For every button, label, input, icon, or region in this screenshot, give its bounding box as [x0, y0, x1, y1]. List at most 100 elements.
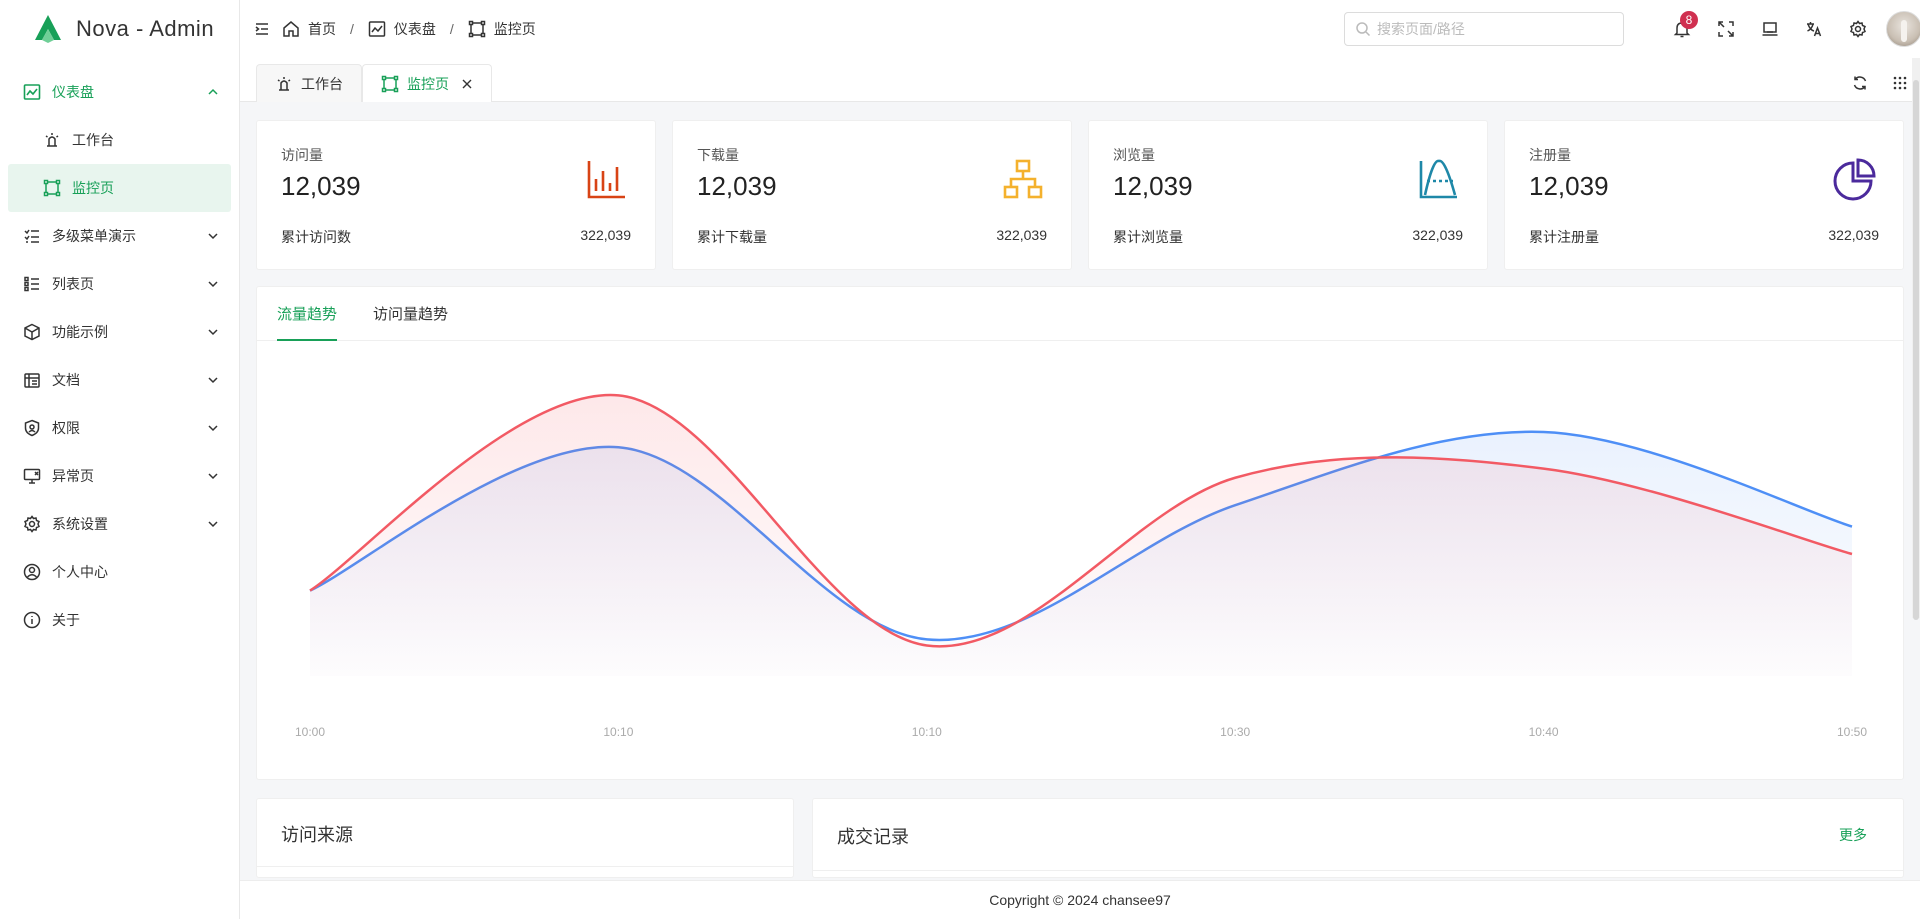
sidebar-item-label: 监控页 — [72, 180, 114, 196]
fullscreen-button[interactable] — [1704, 7, 1748, 51]
search-box[interactable] — [1344, 12, 1624, 46]
sidebar-item-label: 权限 — [52, 420, 80, 436]
sidebar-item-label: 异常页 — [52, 468, 94, 484]
bar-chart-icon — [587, 161, 625, 199]
stat-footer-label: 累计注册量 — [1529, 229, 1599, 245]
sidebar-item-exception[interactable]: 异常页 — [0, 452, 239, 500]
sidebar-item-list[interactable]: 列表页 — [0, 260, 239, 308]
search-input[interactable] — [1377, 21, 1607, 37]
traffic-chart: 10:00 10:10 10:10 10:30 10:40 10:50 — [295, 394, 1867, 739]
stat-label: 浏览量 — [1113, 147, 1155, 163]
sidebar-item-features[interactable]: 功能示例 — [0, 308, 239, 356]
menu-collapse-icon[interactable] — [252, 19, 272, 39]
sidebar-item-label: 工作台 — [72, 132, 114, 148]
stat-card-visits: 访问量 12,039 累计访问数 322,039 — [256, 120, 656, 270]
pie-chart-icon — [1833, 158, 1876, 201]
sidebar-item-about[interactable]: 关于 — [0, 596, 239, 644]
sidebar-item-monitor[interactable]: 监控页 — [8, 164, 231, 212]
tab-visit-trend[interactable]: 访问量趋势 — [373, 305, 449, 323]
bell-curve-icon — [1419, 159, 1457, 199]
logo[interactable]: Nova - Admin — [0, 0, 239, 58]
monitor-icon — [42, 178, 62, 198]
stat-value: 12,039 — [1113, 171, 1193, 201]
top-header: 首页 / 仪表盘 / 监控页 8 — [240, 0, 1920, 58]
tab-monitor[interactable]: 监控页 — [362, 64, 492, 102]
tab-traffic-trend[interactable]: 流量趋势 — [277, 286, 338, 341]
sidebar-item-workbench[interactable]: 工作台 — [0, 116, 239, 164]
stat-card-views: 浏览量 12,039 累计浏览量 322,039 — [1088, 120, 1488, 270]
sidebar-item-label: 仪表盘 — [52, 84, 94, 100]
breadcrumb-home[interactable]: 首页 — [282, 19, 336, 39]
stat-label: 注册量 — [1529, 147, 1571, 163]
translate-icon — [1807, 22, 1822, 37]
header-toolbar: 8 — [1660, 0, 1920, 58]
workbench-icon — [42, 130, 62, 150]
document-icon — [22, 370, 42, 390]
layout-button[interactable] — [1748, 7, 1792, 51]
chevron-down-icon — [208, 521, 218, 528]
stat-card-downloads: 下载量 12,039 累计下载量 322,039 — [672, 120, 1072, 270]
close-icon[interactable] — [461, 78, 473, 90]
sidebar-item-permission[interactable]: 权限 — [0, 404, 239, 452]
laptop-icon — [1762, 22, 1778, 36]
breadcrumb-monitor[interactable]: 监控页 — [468, 19, 536, 39]
sidebar-item-dashboard[interactable]: 仪表盘 — [0, 68, 239, 116]
sidebar-item-label: 功能示例 — [52, 324, 108, 340]
stat-footer: 累计浏览量 322,039 — [1113, 227, 1463, 247]
copyright-text: Copyright © 2024 chansee97 — [989, 892, 1171, 908]
avatar[interactable] — [1886, 11, 1920, 47]
about-icon — [22, 610, 42, 630]
workbench-icon — [275, 75, 293, 93]
stats-row: 访问量 12,039 累计访问数 322,039 下载量 12,039 累计下载… — [256, 120, 1904, 270]
more-link[interactable]: 更多 — [1839, 827, 1867, 843]
stat-footer-label: 累计访问数 — [281, 229, 351, 245]
stat-label: 下载量 — [697, 147, 739, 163]
monitor-icon — [381, 75, 399, 93]
chevron-down-icon — [208, 281, 218, 288]
main-content: 访问量 12,039 累计访问数 322,039 下载量 12,039 累计下载… — [256, 120, 1904, 878]
dashboard-icon — [368, 20, 386, 38]
gear-icon — [1850, 20, 1866, 38]
sidebar-item-multilevel[interactable]: 多级菜单演示 — [0, 212, 239, 260]
deal-records-title: 成交记录 — [813, 799, 1903, 871]
chart-tabs: 流量趋势 访问量趋势 — [257, 287, 1903, 341]
tab-tools — [1840, 64, 1920, 102]
sidebar-item-settings[interactable]: 系统设置 — [0, 500, 239, 548]
stat-footer-label: 累计浏览量 — [1113, 229, 1183, 245]
breadcrumb-separator: / — [350, 21, 354, 37]
stat-footer-value: 322,039 — [580, 227, 631, 243]
stat-value: 12,039 — [1529, 171, 1609, 201]
language-button[interactable] — [1792, 7, 1836, 51]
tab-workbench[interactable]: 工作台 — [256, 64, 362, 102]
grid-dots-icon — [1893, 76, 1907, 90]
breadcrumb-dashboard[interactable]: 仪表盘 — [368, 19, 436, 39]
list-icon — [22, 274, 42, 294]
tab-menu-button[interactable] — [1880, 64, 1920, 102]
app-title: Nova - Admin — [76, 16, 215, 41]
chevron-down-icon — [208, 425, 218, 432]
fullscreen-icon — [1718, 21, 1734, 37]
refresh-icon — [1853, 76, 1867, 90]
multilevel-menu-icon — [22, 226, 42, 246]
exception-icon — [22, 466, 42, 486]
visit-source-title: 访问来源 — [257, 799, 793, 867]
refresh-button[interactable] — [1840, 64, 1880, 102]
stat-value: 12,039 — [281, 171, 361, 201]
scrollbar-thumb[interactable] — [1913, 80, 1919, 620]
sidebar-item-docs[interactable]: 文档 — [0, 356, 239, 404]
stat-value: 12,039 — [697, 171, 777, 201]
stat-footer: 累计访问数 322,039 — [281, 227, 631, 247]
sidebar-item-user-center[interactable]: 个人中心 — [0, 548, 239, 596]
x-tick-label: 10:30 — [1220, 725, 1250, 739]
deal-records-panel: 成交记录 更多 — [812, 798, 1904, 878]
search-icon — [1356, 22, 1371, 37]
sidebar-item-label: 文档 — [52, 372, 80, 388]
tab-label: 监控页 — [407, 75, 449, 92]
permission-icon — [22, 418, 42, 438]
logo-icon — [35, 15, 61, 43]
series-line-1 — [309, 394, 1853, 648]
settings-button[interactable] — [1836, 7, 1880, 51]
breadcrumb-label: 首页 — [308, 21, 336, 37]
chevron-down-icon — [208, 377, 218, 384]
notification-button[interactable]: 8 — [1660, 7, 1704, 51]
